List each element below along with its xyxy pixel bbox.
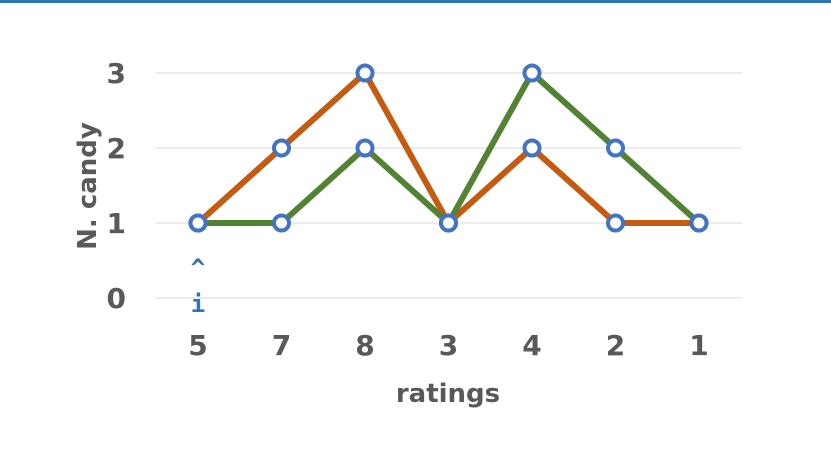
data-point [606,213,625,233]
data-point [355,138,375,158]
series-markers [188,63,709,233]
data-point [188,213,208,233]
y-axis-ticks: 0 1 2 3 [107,57,126,315]
x-tick-label: 3 [439,329,458,362]
x-tick-label: 8 [355,329,374,362]
x-tick-label: 4 [522,329,541,362]
y-tick-label: 0 [107,282,126,315]
y-tick-label: 1 [107,207,126,240]
x-tick-label: 5 [188,329,207,362]
data-point [439,213,458,233]
cursor-i-icon: i [191,290,205,318]
data-point [522,138,542,158]
data-point [272,138,291,158]
x-axis-ticks: 5 7 8 3 4 2 1 [188,329,708,362]
top-border [0,0,831,3]
data-point [522,63,542,83]
cursor-caret-icon: ^ [191,254,205,282]
x-tick-label: 1 [689,329,708,362]
data-point [606,138,625,158]
data-point [355,63,375,83]
y-tick-label: 3 [107,57,126,90]
x-tick-label: 2 [606,329,625,362]
data-point [689,213,709,233]
y-axis-title: N. candy [73,122,103,250]
data-point [272,213,291,233]
x-tick-label: 7 [272,329,291,362]
x-axis-title: ratings [396,379,500,409]
y-tick-label: 2 [107,132,126,165]
